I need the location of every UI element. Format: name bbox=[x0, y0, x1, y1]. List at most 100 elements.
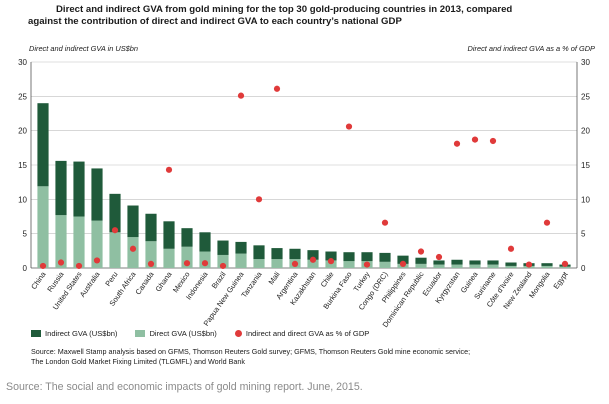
pct-point bbox=[165, 166, 173, 173]
pct-point bbox=[183, 260, 191, 267]
bar-indirect bbox=[73, 161, 85, 217]
bar-indirect bbox=[397, 255, 409, 264]
pct-point bbox=[129, 245, 137, 252]
bar-direct bbox=[541, 265, 553, 268]
bar-direct bbox=[253, 259, 265, 268]
pct-point bbox=[237, 92, 245, 99]
chart-title: Direct and indirect GVA from gold mining… bbox=[28, 4, 588, 28]
y-right-tick-label: 25 bbox=[581, 92, 590, 101]
bar-direct bbox=[109, 232, 121, 268]
x-tick-label: Canada bbox=[133, 269, 156, 296]
pct-point bbox=[255, 196, 263, 203]
pct-point bbox=[39, 262, 47, 270]
pct-point bbox=[453, 140, 461, 147]
pct-point bbox=[93, 257, 101, 264]
x-tick-label: Egypt bbox=[551, 270, 569, 291]
bar-direct bbox=[451, 264, 463, 268]
pct-point bbox=[363, 261, 371, 268]
legend-swatch-direct bbox=[135, 330, 146, 337]
bar-direct bbox=[73, 216, 85, 268]
bar-indirect bbox=[505, 262, 517, 266]
bar-direct bbox=[127, 237, 139, 268]
pct-point bbox=[147, 260, 155, 267]
pct-point bbox=[507, 245, 515, 252]
pct-point bbox=[327, 258, 335, 265]
bar-direct bbox=[163, 248, 175, 268]
legend-label-pct: Indirect and direct GVA as % of GDP bbox=[245, 329, 370, 338]
bar-direct bbox=[379, 261, 391, 268]
y-left-tick-label: 25 bbox=[18, 92, 27, 101]
bar-direct bbox=[199, 251, 211, 268]
bar-indirect bbox=[541, 263, 553, 266]
pct-point bbox=[417, 248, 425, 255]
bar-indirect bbox=[163, 221, 175, 249]
y-right-tick-label: 30 bbox=[581, 58, 590, 67]
bar-indirect bbox=[109, 193, 121, 233]
bar-indirect bbox=[235, 241, 247, 254]
pct-point bbox=[399, 260, 407, 267]
source-note-line-2: The London Gold Market Fixing Limited (T… bbox=[31, 356, 245, 366]
legend-swatch-indirect bbox=[31, 330, 41, 337]
bar-direct bbox=[235, 253, 247, 268]
legend-marker-pct bbox=[234, 330, 242, 337]
source-note-line-1: Source: Maxwell Stamp analysis based on … bbox=[31, 347, 471, 356]
x-tick-label: Chile bbox=[319, 270, 336, 289]
pct-point bbox=[201, 260, 209, 267]
bar-indirect bbox=[271, 248, 283, 260]
legend-label-indirect: Indirect GVA (US$bn) bbox=[45, 329, 118, 338]
bar-direct bbox=[307, 259, 319, 268]
chart-title-line-1: Direct and indirect GVA from gold mining… bbox=[56, 4, 513, 15]
y-left-tick-label: 20 bbox=[18, 127, 27, 136]
pct-point bbox=[543, 219, 551, 226]
bar-indirect bbox=[433, 260, 445, 265]
bar-indirect bbox=[127, 205, 139, 238]
bar-direct bbox=[217, 254, 229, 268]
bar-indirect bbox=[145, 213, 157, 242]
bar-direct bbox=[559, 266, 571, 268]
pct-point bbox=[219, 262, 227, 270]
bar-indirect bbox=[451, 259, 463, 265]
bar-indirect bbox=[37, 103, 49, 187]
pct-point bbox=[75, 262, 83, 270]
bar-direct bbox=[469, 264, 481, 268]
pct-point bbox=[381, 219, 389, 226]
bar-indirect bbox=[469, 260, 481, 265]
bar-indirect bbox=[55, 160, 67, 216]
bar-direct bbox=[145, 241, 157, 268]
bar-indirect bbox=[199, 232, 211, 252]
pct-point bbox=[525, 261, 533, 268]
bar-indirect bbox=[487, 260, 499, 265]
y-left-tick-label: 0 bbox=[23, 264, 28, 273]
legend-item-direct: Direct GVA (US$bn) bbox=[135, 329, 217, 338]
bar-direct bbox=[433, 264, 445, 268]
bar-direct bbox=[505, 265, 517, 268]
right-axis-title: Direct and indirect GVA as a % of GDP bbox=[467, 44, 595, 53]
pct-point bbox=[57, 259, 65, 266]
pct-point bbox=[489, 137, 497, 145]
y-left-tick-label: 15 bbox=[18, 161, 27, 170]
y-right-tick-label: 0 bbox=[581, 264, 586, 273]
y-right-tick-label: 20 bbox=[581, 127, 590, 136]
bar-direct bbox=[487, 264, 499, 268]
source-note: Source: Maxwell Stamp analysis based on … bbox=[31, 347, 591, 366]
bar-indirect bbox=[91, 168, 103, 221]
y-right-tick-label: 10 bbox=[581, 195, 590, 204]
pct-point bbox=[291, 260, 299, 267]
legend-label-direct: Direct GVA (US$bn) bbox=[149, 329, 217, 338]
legend-item-indirect: Indirect GVA (US$bn) bbox=[31, 329, 117, 338]
bar-indirect bbox=[415, 257, 427, 264]
bar-indirect bbox=[361, 252, 373, 262]
bar-direct bbox=[343, 261, 355, 268]
bar-direct bbox=[181, 246, 193, 268]
pct-point bbox=[345, 123, 353, 130]
pct-point bbox=[435, 253, 443, 261]
x-tick-label: Peru bbox=[103, 270, 119, 288]
chart-title-line-2: against the contribution of direct and i… bbox=[28, 16, 402, 27]
pct-point bbox=[471, 136, 479, 143]
bar-indirect bbox=[181, 228, 193, 247]
bar-direct bbox=[415, 263, 427, 268]
bar-indirect bbox=[217, 240, 229, 255]
pct-point bbox=[273, 85, 281, 92]
chart-plot: 051015202530051015202530ChinaRussiaUnite… bbox=[18, 58, 590, 329]
bar-indirect bbox=[253, 245, 265, 260]
